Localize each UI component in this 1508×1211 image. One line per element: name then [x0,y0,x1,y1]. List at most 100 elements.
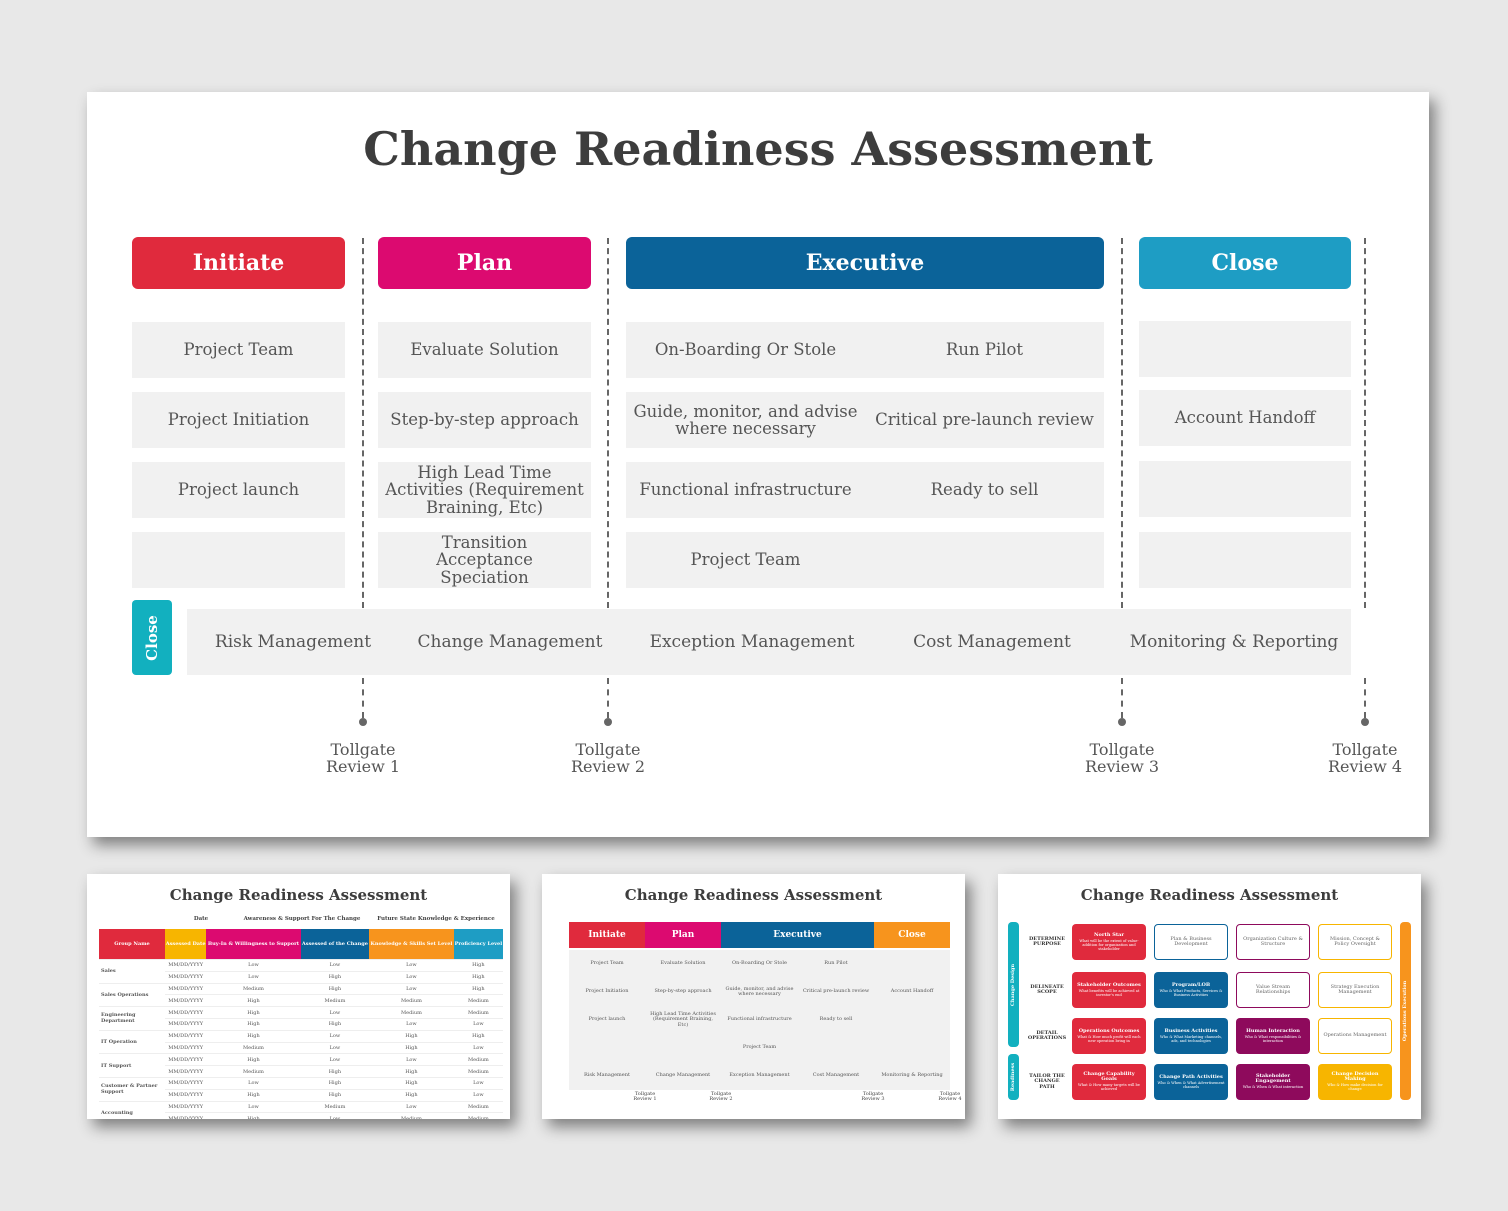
table-cell: High [453,983,503,996]
thumb-flow-cell [798,1034,874,1062]
band-item-monitoring: Monitoring & Reporting [1129,632,1339,652]
thumb-flow-cell: Cost Management [812,1072,860,1079]
thumb-flow-cell: Project Team [742,1044,777,1051]
table-cell: Low [206,1077,301,1090]
divider-3-lower [1121,678,1123,718]
matrix-box-title: North Star [1093,931,1125,938]
table-cell: MM/DD/YYYY [165,1053,207,1067]
table-cell: High [206,1053,301,1067]
table-cell: High [369,1065,454,1078]
band-item-exception: Exception Management [649,632,855,652]
table-cell: Low [300,1006,370,1019]
thumb-flow-cell: Project Initiation [585,988,629,995]
thumb-flow-cell: Functional infrastructure [727,1016,792,1023]
executive-right: Critical pre-launch review [875,410,1094,430]
thumb-tollgate-4: Tollgate Review 4 [938,1091,962,1102]
table-cell: Medium [369,994,454,1008]
executive-left: Guide, monitor, and advise where necessa… [633,401,858,438]
matrix-box-subtitle: What & How many targets will be achieved [1078,1083,1140,1092]
table-cell: MM/DD/YYYY [165,1089,207,1102]
divider-3 [1121,238,1123,608]
table-cell: MM/DD/YYYY [165,1018,207,1031]
main-slide[interactable]: Change Readiness Assessment Initiate Pla… [87,92,1429,837]
thumb-title: Change Readiness Assessment [169,886,428,904]
thumb-tollgate-1: Tollgate Review 1 [633,1091,657,1102]
close-item [1139,321,1351,377]
side-tab-change-design: Change Design [1008,922,1019,1047]
executive-row: Guide, monitor, and advise where necessa… [626,392,1104,448]
table-cell: Low [369,1101,454,1114]
table-cell: Medium [300,1101,370,1114]
phase-header-plan: Plan [378,237,591,289]
table-cell: MM/DD/YYYY [165,1101,207,1114]
table-cell: Medium [453,1006,503,1019]
matrix-box-subtitle: Who & What Marketing channels, ads, and … [1160,1034,1222,1043]
table-cell: High [300,1077,370,1090]
matrix-box-subtitle: Who & What Products, Services & Business… [1159,988,1223,997]
table-row: Accounting MM/DD/YYYY Low Medium Low Medium [99,1101,503,1119]
tollgate-label-3: Tollgate Review 3 [1084,740,1160,776]
table-cell: Low [453,1089,503,1102]
table-cell: MM/DD/YYYY [165,994,207,1008]
table-cell: Medium [453,994,503,1008]
group-name-cell: Accounting [99,1101,165,1119]
thumb-title: Change Readiness Assessment [624,886,883,904]
matrix-box-title: Plan & Business Development [1170,935,1212,947]
divider-4 [1364,238,1366,608]
column-header: Knowledge & Skills Set Level [369,929,454,960]
band-tab-label: Close [143,614,162,661]
table-cell: High [300,1018,370,1031]
side-tab-readiness: Readiness [1008,1054,1019,1100]
tollgate-dot-1 [359,718,367,726]
tollgate-label-4: Tollgate Review 4 [1327,740,1403,776]
table-cell: Low [453,1077,503,1090]
executive-row: Functional infrastructure Ready to sell [626,462,1104,518]
table-cell: High [453,1030,503,1043]
table-cell: Medium [206,983,301,996]
thumb-flow-cell: Risk Management [584,1072,630,1079]
table-cell: MM/DD/YYYY [165,1042,207,1055]
matrix-box: Plan & Business Development [1154,924,1228,960]
table-cell: High [206,1030,301,1043]
close-item [1139,532,1351,588]
phase-header-close: Close [1139,237,1351,289]
table-cell: High [453,971,503,984]
plan-item: Step-by-step approach [378,392,591,448]
matrix-box: Organization Culture & Structure [1236,924,1310,960]
table-cell: MM/DD/YYYY [165,1112,207,1119]
thumb-flow-cell: Ready to sell [819,1016,853,1023]
matrix-box-subtitle: What will be the extent of value-additio… [1079,938,1139,951]
matrix-box-subtitle: Who & When & What interaction [1242,1085,1304,1090]
management-band: Risk Management Change Management Except… [187,609,1351,675]
group-name-cell: Sales Operations [99,983,165,1008]
matrix-row-label: DELINEATE SCOPE [1030,983,1064,995]
thumb-flow-cell [645,1034,721,1062]
matrix-box: Human Interaction Who & What responsibili… [1236,1018,1310,1054]
phase-header-initiate: Initiate [132,237,345,289]
matrix-box-title: Stakeholder Outcomes [1077,981,1141,988]
table-cell: Medium [206,1065,301,1078]
table-cell: High [206,1112,301,1119]
group-name-cell: Customer & Partner Support [99,1077,165,1102]
plan-item: High Lead Time Activities (Requirement B… [378,462,591,518]
matrix-box-title: Operations Management [1323,1032,1387,1039]
column-header: Proficiency Level [453,929,503,960]
table-cell: Low [206,971,301,984]
matrix-box-title: Change Decision Making [1331,1070,1379,1083]
thumb-flow-cell: Evaluate Solution [660,960,706,967]
thumbnail-matrix-slide[interactable]: Change Readiness Assessment Change Desig… [998,874,1421,1119]
matrix-box-title: Operations Outcomes [1078,1027,1140,1034]
thumbnail-flow-slide[interactable]: Change Readiness Assessment Initiate Pla… [542,874,965,1119]
phase-header-executive: Executive [626,237,1104,289]
thumb-flow-cell: Project launch [588,1016,626,1023]
matrix-box-title: Program/LOB [1171,981,1211,988]
table-row: MM/DD/YYYY High High High Low [99,1089,503,1102]
thumbnail-table-slide[interactable]: Change Readiness Assessment Date Awarene… [87,874,510,1119]
table-cell: Medium [369,1006,454,1019]
initiate-item: Project launch [132,462,345,518]
executive-row: On-Boarding Or Stole Run Pilot [626,322,1104,378]
table-row: MM/DD/YYYY High Low Medium Medium [99,1112,503,1119]
matrix-box: Operations Management [1318,1018,1392,1054]
table-cell: High [300,1065,370,1078]
tollgate-dot-4 [1361,718,1369,726]
